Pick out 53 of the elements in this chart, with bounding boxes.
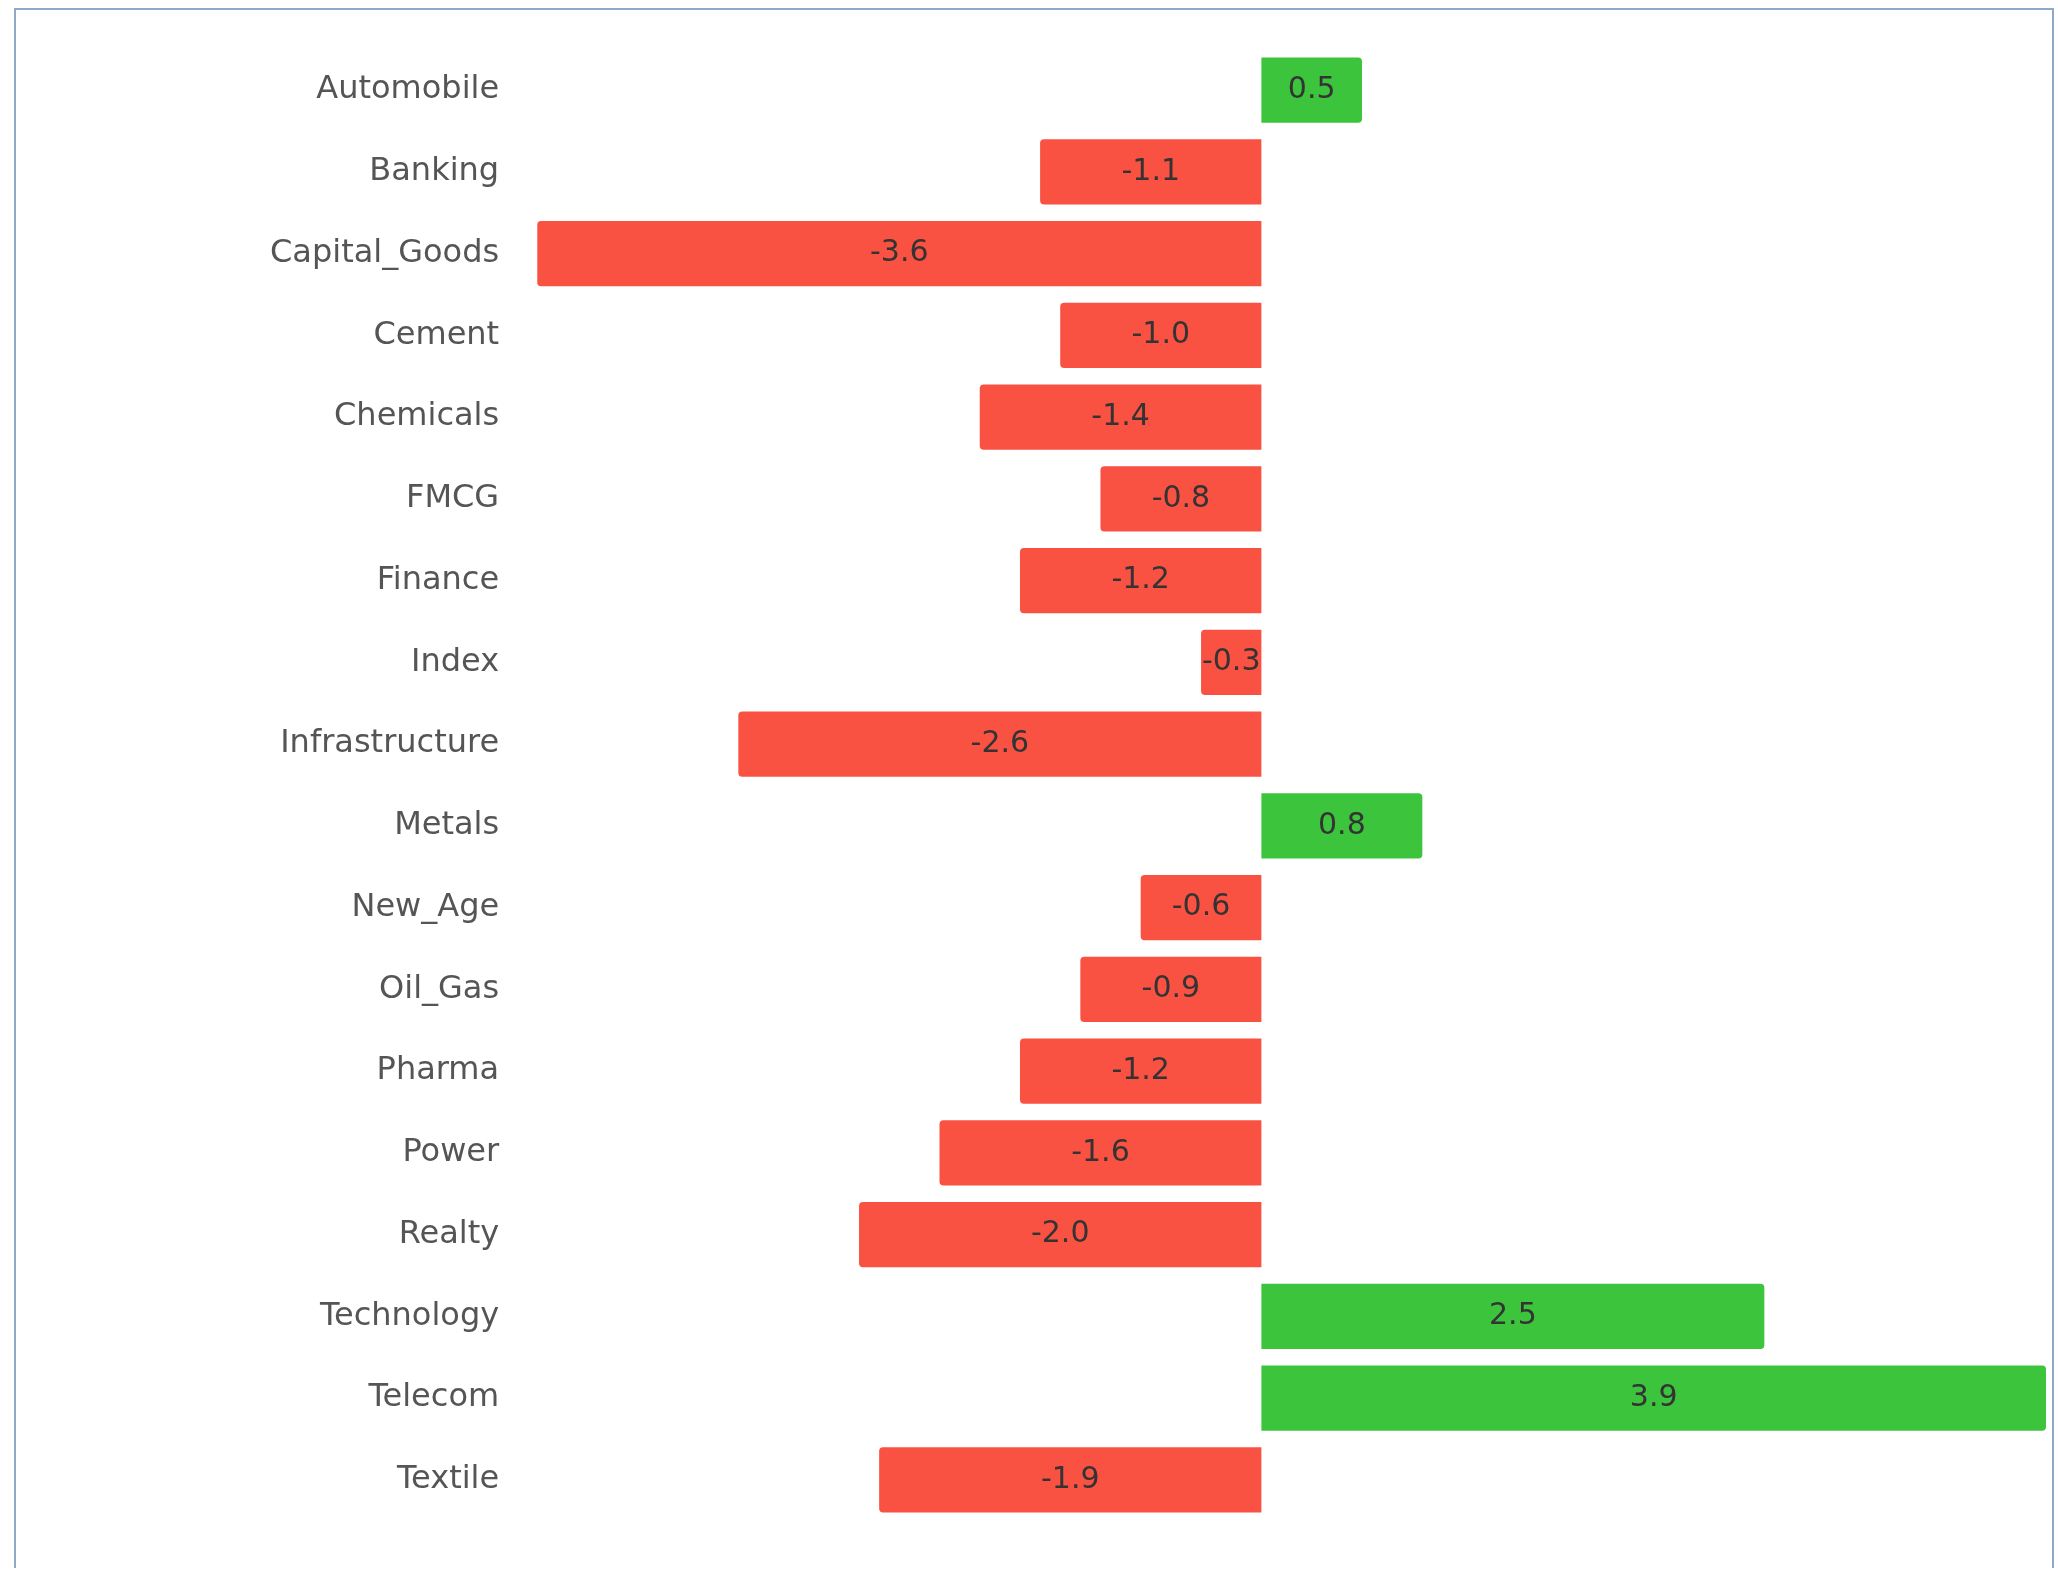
- y-tick-label: Technology: [318, 1294, 500, 1333]
- data-label: -1.4: [1091, 396, 1150, 432]
- bar: [1040, 139, 1262, 205]
- y-tick-label: Oil_Gas: [379, 967, 500, 1006]
- y-tick-label: Textile: [395, 1458, 500, 1497]
- data-label: -2.6: [970, 723, 1030, 759]
- data-label: -1.1: [1121, 151, 1181, 187]
- y-tick-label: Realty: [398, 1212, 500, 1251]
- data-label: -1.9: [1041, 1459, 1100, 1495]
- data-label: -0.8: [1151, 478, 1211, 514]
- bar: [939, 1120, 1262, 1186]
- data-label: -1.0: [1131, 315, 1191, 351]
- data-label: 0.5: [1287, 69, 1336, 105]
- bar: [1261, 793, 1423, 859]
- bar: [1140, 874, 1262, 941]
- bar: [537, 220, 1262, 287]
- data-label: -1.2: [1111, 560, 1170, 596]
- y-tick-label: Chemicals: [334, 395, 500, 434]
- y-tick-label: Banking: [369, 150, 500, 189]
- bar: [1019, 1038, 1262, 1104]
- y-tick-label: FMCG: [405, 477, 500, 516]
- bar: [1080, 956, 1262, 1023]
- y-tick-label: Pharma: [376, 1049, 500, 1088]
- y-tick-label: Index: [411, 640, 500, 679]
- y-tick-label: Capital_Goods: [270, 231, 500, 270]
- data-label: -1.2: [1111, 1050, 1170, 1086]
- data-label: -1.6: [1071, 1132, 1130, 1168]
- data-label: -0.6: [1171, 887, 1231, 923]
- y-tick-label: Finance: [376, 558, 500, 597]
- bar: [738, 711, 1262, 777]
- data-label: 0.8: [1318, 805, 1366, 841]
- bar: [1100, 466, 1262, 532]
- y-tick-label: Telecom: [367, 1376, 500, 1415]
- bar: [1261, 1283, 1765, 1350]
- bar: [859, 1201, 1262, 1268]
- y-tick-label: Infrastructure: [280, 722, 500, 761]
- data-label: -3.6: [869, 233, 929, 269]
- bar: [1060, 302, 1262, 369]
- bar: [979, 384, 1262, 450]
- bar: [1261, 1365, 2046, 1431]
- data-label: 3.9: [1629, 1377, 1678, 1413]
- bar: [1019, 547, 1262, 614]
- data-label: -0.3: [1201, 642, 1261, 678]
- y-tick-label: New_Age: [351, 885, 500, 924]
- bar: [1261, 57, 1362, 123]
- y-tick-label: Cement: [373, 313, 500, 352]
- bar: [879, 1447, 1262, 1513]
- y-tick-label: Automobile: [316, 68, 500, 107]
- y-tick-label: Metals: [394, 804, 500, 843]
- data-label: 2.5: [1489, 1296, 1537, 1332]
- data-label: -2.0: [1030, 1214, 1090, 1250]
- data-label: -0.9: [1141, 969, 1201, 1005]
- y-tick-label: Power: [402, 1131, 500, 1170]
